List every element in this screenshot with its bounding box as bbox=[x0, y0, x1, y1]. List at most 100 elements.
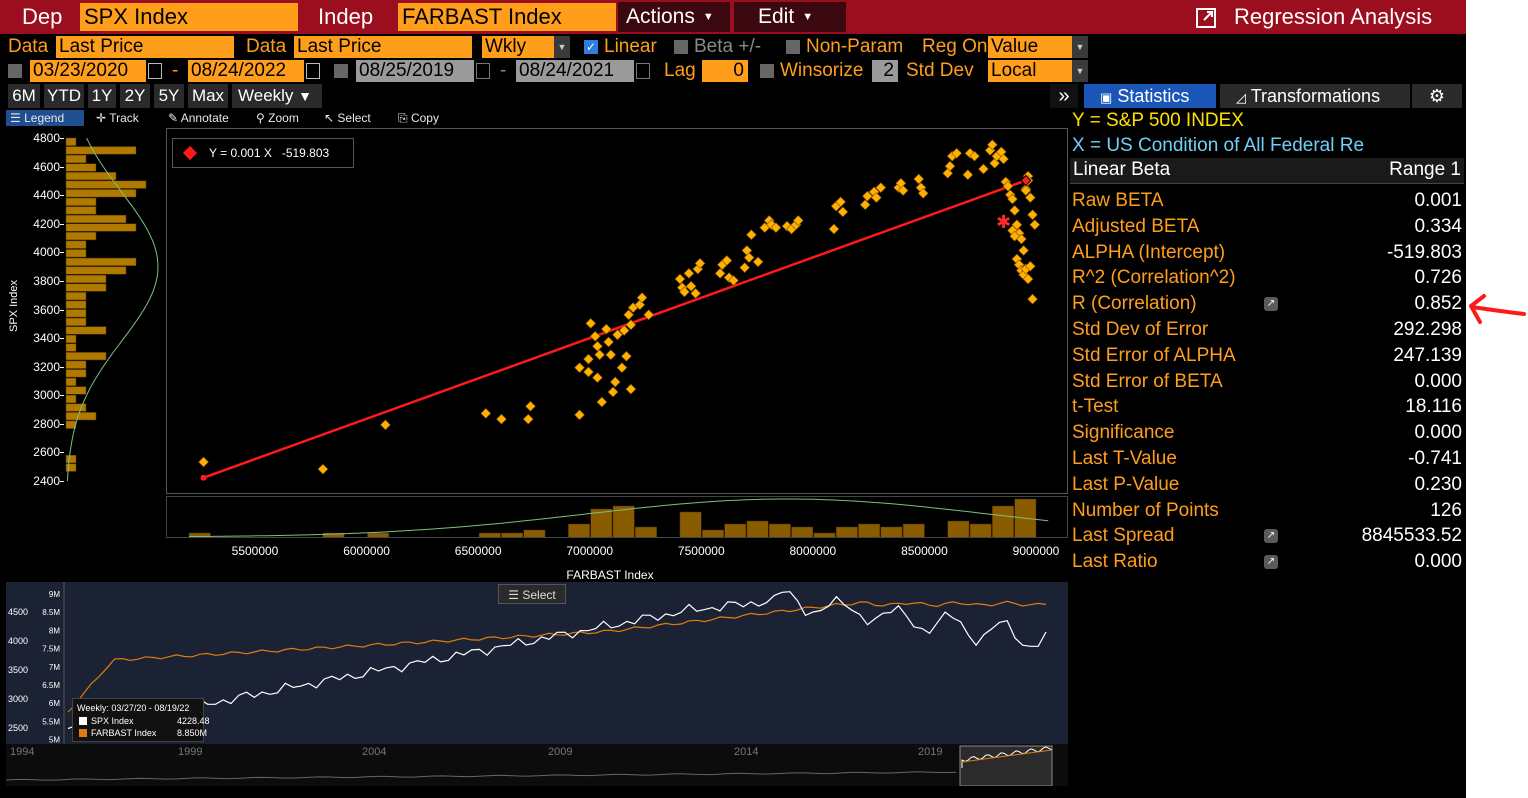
expand-icon[interactable]: » bbox=[1050, 84, 1078, 108]
stat-value: 292.298 bbox=[1393, 319, 1462, 340]
trend-chart-icon[interactable]: ↗ bbox=[1264, 555, 1278, 570]
date-dash: - bbox=[172, 60, 179, 81]
scatter-point bbox=[944, 160, 956, 172]
scatter-point bbox=[589, 330, 601, 342]
linear-checkbox[interactable]: ✓ bbox=[584, 40, 598, 54]
tab-statistics[interactable]: ▣ Statistics bbox=[1084, 84, 1216, 108]
scatter-point bbox=[917, 187, 929, 199]
period-ytd[interactable]: YTD bbox=[44, 84, 84, 108]
scatter-point bbox=[522, 413, 534, 425]
scatter-point bbox=[625, 319, 637, 331]
y-tick: 4600 bbox=[33, 159, 60, 174]
y-histogram-bar bbox=[65, 257, 137, 266]
dep-input[interactable]: SPX Index bbox=[80, 3, 298, 31]
chevron-down-icon[interactable]: ▼ bbox=[1072, 36, 1088, 58]
x-tick: 6000000 bbox=[343, 544, 390, 558]
period-1y[interactable]: 1Y bbox=[88, 84, 116, 108]
date2-end[interactable]: 08/24/2021 bbox=[516, 60, 634, 82]
scatter-point bbox=[862, 190, 873, 202]
stat-name: Number of Points bbox=[1072, 499, 1219, 521]
y-histogram-bar bbox=[65, 455, 77, 464]
chevron-down-icon[interactable]: ▼ bbox=[1072, 60, 1088, 82]
y-tick-mark bbox=[60, 223, 64, 225]
calendar-icon[interactable] bbox=[148, 63, 162, 79]
x-histogram-bar bbox=[813, 532, 836, 537]
y-histogram-bar bbox=[65, 334, 77, 344]
x-histogram-bar bbox=[791, 526, 814, 537]
indep-input[interactable]: FARBAST Index bbox=[398, 3, 616, 31]
data-field-2[interactable]: Last Price bbox=[294, 36, 472, 58]
scatter-point bbox=[951, 147, 963, 159]
select-tool-label: Select bbox=[337, 111, 371, 125]
x-histogram-bar bbox=[768, 523, 791, 537]
scatter-point bbox=[1002, 180, 1014, 192]
scatter-point bbox=[714, 267, 726, 279]
period-5y[interactable]: 5Y bbox=[154, 84, 184, 108]
y-histogram-bar bbox=[65, 326, 107, 335]
history-right-tick: 7M bbox=[49, 663, 60, 672]
stat-name: R (Correlation) bbox=[1072, 293, 1197, 315]
scatter-point bbox=[585, 317, 597, 329]
date1-start[interactable]: 03/23/2020 bbox=[30, 60, 146, 82]
actions-menu[interactable]: Actions ▼ bbox=[618, 2, 730, 32]
stat-row: Raw BETA 0.001 bbox=[1072, 188, 1462, 214]
period-max[interactable]: Max bbox=[188, 84, 228, 108]
x-tick: 7000000 bbox=[566, 544, 614, 558]
farbast-legend-name: FARBAST Index bbox=[91, 728, 157, 738]
trend-chart-icon[interactable]: ↗ bbox=[1264, 297, 1278, 312]
timeline-year: 1994 bbox=[10, 746, 35, 758]
std-dev-select[interactable]: Local bbox=[988, 60, 1072, 82]
calendar-icon[interactable] bbox=[476, 63, 490, 79]
track-tool[interactable]: ✛ Track bbox=[96, 110, 139, 126]
copy-tool[interactable]: ⎘ Copy bbox=[398, 110, 439, 126]
reg-on-select[interactable]: Value bbox=[988, 36, 1072, 58]
popout-icon[interactable] bbox=[1196, 8, 1216, 28]
timeline-navigator[interactable] bbox=[6, 744, 1068, 786]
y-histogram-bar bbox=[65, 180, 147, 189]
y-tick: 2600 bbox=[33, 445, 60, 460]
tab-transformations[interactable]: ◿ Transformations bbox=[1220, 84, 1410, 108]
y-histogram-bar bbox=[65, 274, 107, 284]
x-histogram-bar bbox=[523, 529, 546, 537]
zoom-tool[interactable]: ⚲ Zoom bbox=[256, 110, 299, 126]
period-select[interactable]: Wkly bbox=[482, 36, 554, 58]
history-select-button[interactable]: ☰ Select bbox=[498, 584, 566, 604]
date2-start[interactable]: 08/25/2019 bbox=[356, 60, 474, 82]
copy-icon: ⎘ bbox=[398, 111, 408, 125]
period-2y[interactable]: 2Y bbox=[120, 84, 150, 108]
reg-on-label: Reg On bbox=[922, 36, 988, 57]
y-histogram-bar bbox=[65, 266, 127, 275]
y-histogram-bar bbox=[65, 249, 87, 258]
gear-icon[interactable]: ⚙ bbox=[1412, 84, 1462, 108]
date-range-checkbox[interactable] bbox=[8, 64, 22, 78]
data-field-1[interactable]: Last Price bbox=[56, 36, 234, 58]
x-histogram-bar bbox=[858, 523, 881, 537]
y-histogram-bar bbox=[65, 214, 127, 224]
scatter-point bbox=[897, 185, 909, 196]
trend-chart-icon[interactable]: ↗ bbox=[1264, 529, 1278, 544]
calendar-icon[interactable] bbox=[636, 63, 650, 79]
beta-checkbox[interactable] bbox=[674, 40, 688, 54]
calendar-icon[interactable] bbox=[306, 63, 320, 79]
x-histogram-bar bbox=[188, 532, 211, 537]
stat-value: 18.116 bbox=[1405, 396, 1462, 418]
nonparam-checkbox[interactable] bbox=[786, 40, 800, 54]
period-dropdown[interactable]: Weekly ▼ bbox=[232, 84, 322, 108]
scatter-plot[interactable]: ✱ bbox=[166, 128, 1068, 494]
date1-end[interactable]: 08/24/2022 bbox=[188, 60, 304, 82]
scatter-legend[interactable]: Y = 0.001 X -519.803 bbox=[172, 138, 354, 168]
annotate-tool[interactable]: ✎ Annotate bbox=[168, 110, 229, 126]
chevron-down-icon[interactable]: ▼ bbox=[554, 36, 570, 58]
winsorize-input[interactable]: 2 bbox=[872, 60, 898, 82]
edit-menu[interactable]: Edit ▼ bbox=[734, 2, 846, 32]
spx-legend-value: 4228.48 bbox=[177, 716, 210, 726]
winsorize-checkbox[interactable] bbox=[760, 64, 774, 78]
select-tool[interactable]: ↖ Select bbox=[324, 110, 371, 126]
y-tick: 3000 bbox=[33, 388, 60, 403]
period-6m[interactable]: 6M bbox=[8, 84, 40, 108]
scatter-point bbox=[683, 267, 695, 279]
legend-tool[interactable]: ☰ Legend bbox=[10, 110, 64, 126]
x-histogram-bar bbox=[746, 520, 769, 537]
date2-checkbox[interactable] bbox=[334, 64, 348, 78]
lag-input[interactable]: 0 bbox=[702, 60, 748, 82]
